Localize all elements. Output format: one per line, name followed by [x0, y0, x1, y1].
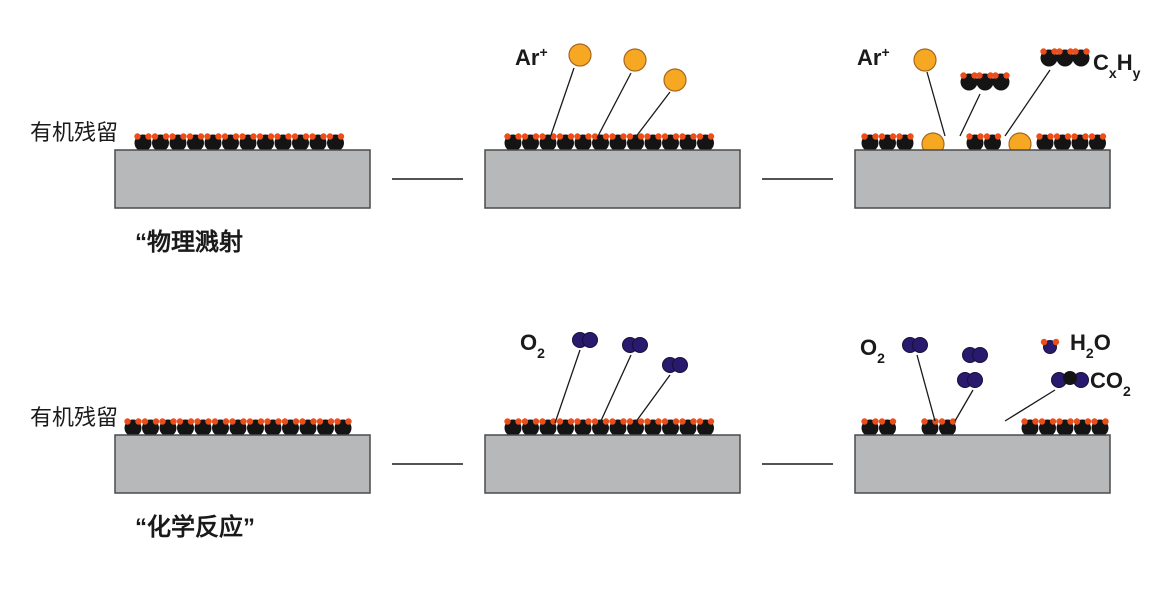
svg-text:H2O: H2O — [1070, 330, 1111, 361]
svg-text:O2: O2 — [520, 330, 545, 361]
panel-1-3: Ar+ CxHy — [857, 44, 1141, 155]
svg-text:Ar+: Ar+ — [857, 44, 890, 70]
diagram-scene: 基板有机残留“物理溅射Ar+Ar+CxHy基板有机残留“化学反应”O2O2H2O… — [20, 20, 1157, 591]
svg-text:Ar+: Ar+ — [515, 44, 548, 70]
svg-text:“化学反应”: “化学反应” — [135, 513, 255, 541]
svg-text:CO2: CO2 — [1090, 368, 1131, 399]
svg-text:有机残留: 有机残留 — [30, 120, 118, 145]
panel-2-3: O2 H2O CO2 — [860, 330, 1131, 437]
svg-text:O2: O2 — [860, 335, 885, 366]
panel-2-2: O2 — [504, 330, 714, 437]
svg-text:“物理溅射: “物理溅射 — [135, 229, 243, 256]
svg-text:有机残留: 有机残留 — [30, 405, 118, 430]
panel-1-2: Ar+ — [504, 44, 714, 152]
svg-text:CxHy: CxHy — [1093, 50, 1141, 81]
